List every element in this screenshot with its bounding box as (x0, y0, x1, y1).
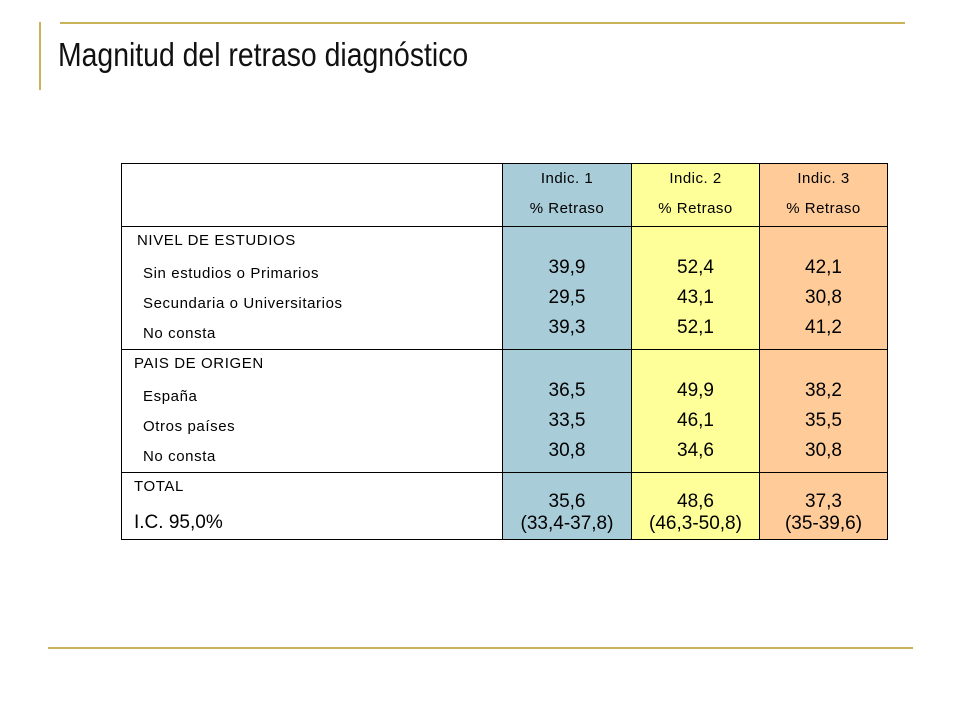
value-cell: 52,4 (677, 257, 714, 278)
header-sub: % Retraso (658, 200, 733, 217)
row-label: Secundaria o Universitarios (143, 295, 343, 312)
header-indic-3: Indic. 3 % Retraso (759, 163, 888, 227)
left-rule (39, 22, 41, 90)
indic-1-values: 39,9 29,5 39,3 (502, 226, 632, 350)
header-indic-2: Indic. 2 % Retraso (631, 163, 760, 227)
value-cell: 29,5 (548, 287, 586, 308)
header-name: Indic. 3 (797, 170, 850, 187)
indic-1-values: 36,5 33,5 30,8 (502, 349, 632, 473)
total-label: TOTAL (134, 478, 184, 495)
value-cell: 46,1 (677, 410, 714, 431)
retraso-table: Indic. 1 % Retraso Indic. 2 % Retraso In… (121, 163, 888, 540)
indic-2-values: 52,4 43,1 52,1 (631, 226, 760, 350)
group-title: NIVEL DE ESTUDIOS (137, 232, 296, 249)
page-title: Magnitud del retraso diagnóstico (58, 36, 469, 73)
header-name: Indic. 1 (540, 170, 594, 187)
value-cell: 39,3 (548, 317, 586, 338)
total-indic-1: 35,6 (33,4-37,8) (502, 472, 632, 540)
value-cell: 30,8 (548, 440, 586, 461)
ci-value: (33,4-37,8) (520, 513, 614, 534)
ci-value: (46,3-50,8) (649, 513, 742, 534)
group-label-cell: PAIS DE ORIGEN España Otros países No co… (121, 349, 503, 473)
top-rule (60, 22, 905, 24)
value-cell: 52,1 (677, 317, 714, 338)
indic-2-values: 49,9 46,1 34,6 (631, 349, 760, 473)
total-indic-2: 48,6 (46,3-50,8) (631, 472, 760, 540)
row-label: No consta (143, 448, 216, 465)
value-cell: 49,9 (677, 380, 714, 401)
value-cell: 39,9 (548, 257, 586, 278)
value-cell: 30,8 (805, 287, 842, 308)
row-label: Otros países (143, 418, 236, 435)
row-label: España (143, 388, 198, 405)
header-name: Indic. 2 (669, 170, 722, 187)
header-sub: % Retraso (529, 200, 605, 217)
ci-label: I.C. 95,0% (134, 512, 223, 533)
total-indic-3: 37,3 (35-39,6) (759, 472, 888, 540)
value-cell: 30,8 (805, 440, 842, 461)
ci-value: (35-39,6) (784, 513, 863, 534)
value-cell: 41,2 (805, 317, 842, 338)
indic-3-values: 42,1 30,8 41,2 (759, 226, 888, 350)
value-cell: 42,1 (805, 257, 842, 278)
group-label-cell: NIVEL DE ESTUDIOS Sin estudios o Primari… (121, 226, 503, 350)
value-cell: 33,5 (548, 410, 586, 431)
value-cell: 38,2 (805, 380, 842, 401)
total-value: 35,6 (548, 491, 586, 512)
group-nivel-estudios: NIVEL DE ESTUDIOS Sin estudios o Primari… (121, 226, 888, 350)
indic-3-values: 38,2 35,5 30,8 (759, 349, 888, 473)
row-label: Sin estudios o Primarios (143, 265, 320, 282)
total-label-cell: TOTAL I.C. 95,0% (121, 472, 503, 540)
total-row: TOTAL I.C. 95,0% 35,6 (33,4-37,8) 48,6 (… (121, 472, 888, 540)
value-cell: 34,6 (677, 440, 714, 461)
bottom-rule (48, 647, 913, 649)
value-cell: 43,1 (677, 287, 714, 308)
row-label: No consta (143, 325, 216, 342)
header-empty-cell (121, 163, 503, 227)
header-indic-1: Indic. 1 % Retraso (502, 163, 632, 227)
value-cell: 35,5 (805, 410, 842, 431)
header-sub: % Retraso (786, 200, 861, 217)
value-cell: 36,5 (548, 380, 586, 401)
total-value: 48,6 (677, 491, 714, 512)
total-value: 37,3 (805, 491, 842, 512)
group-pais-origen: PAIS DE ORIGEN España Otros países No co… (121, 349, 888, 473)
header-row: Indic. 1 % Retraso Indic. 2 % Retraso In… (121, 163, 888, 227)
group-title: PAIS DE ORIGEN (134, 355, 264, 372)
